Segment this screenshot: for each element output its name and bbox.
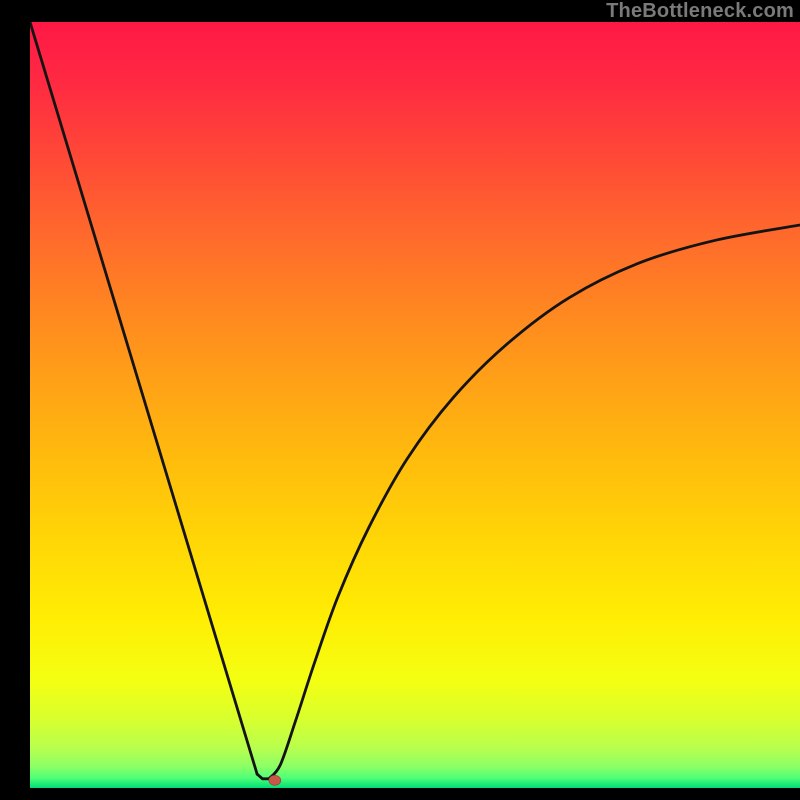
watermark-text: TheBottleneck.com <box>606 0 794 22</box>
curve-left-branch <box>30 22 257 774</box>
plot-area <box>30 22 800 788</box>
chart-container: TheBottleneck.com <box>0 0 800 800</box>
minimum-marker <box>269 775 281 785</box>
curve-dip <box>257 774 269 779</box>
curve-right-branch <box>269 225 800 779</box>
curve-layer <box>30 22 800 788</box>
